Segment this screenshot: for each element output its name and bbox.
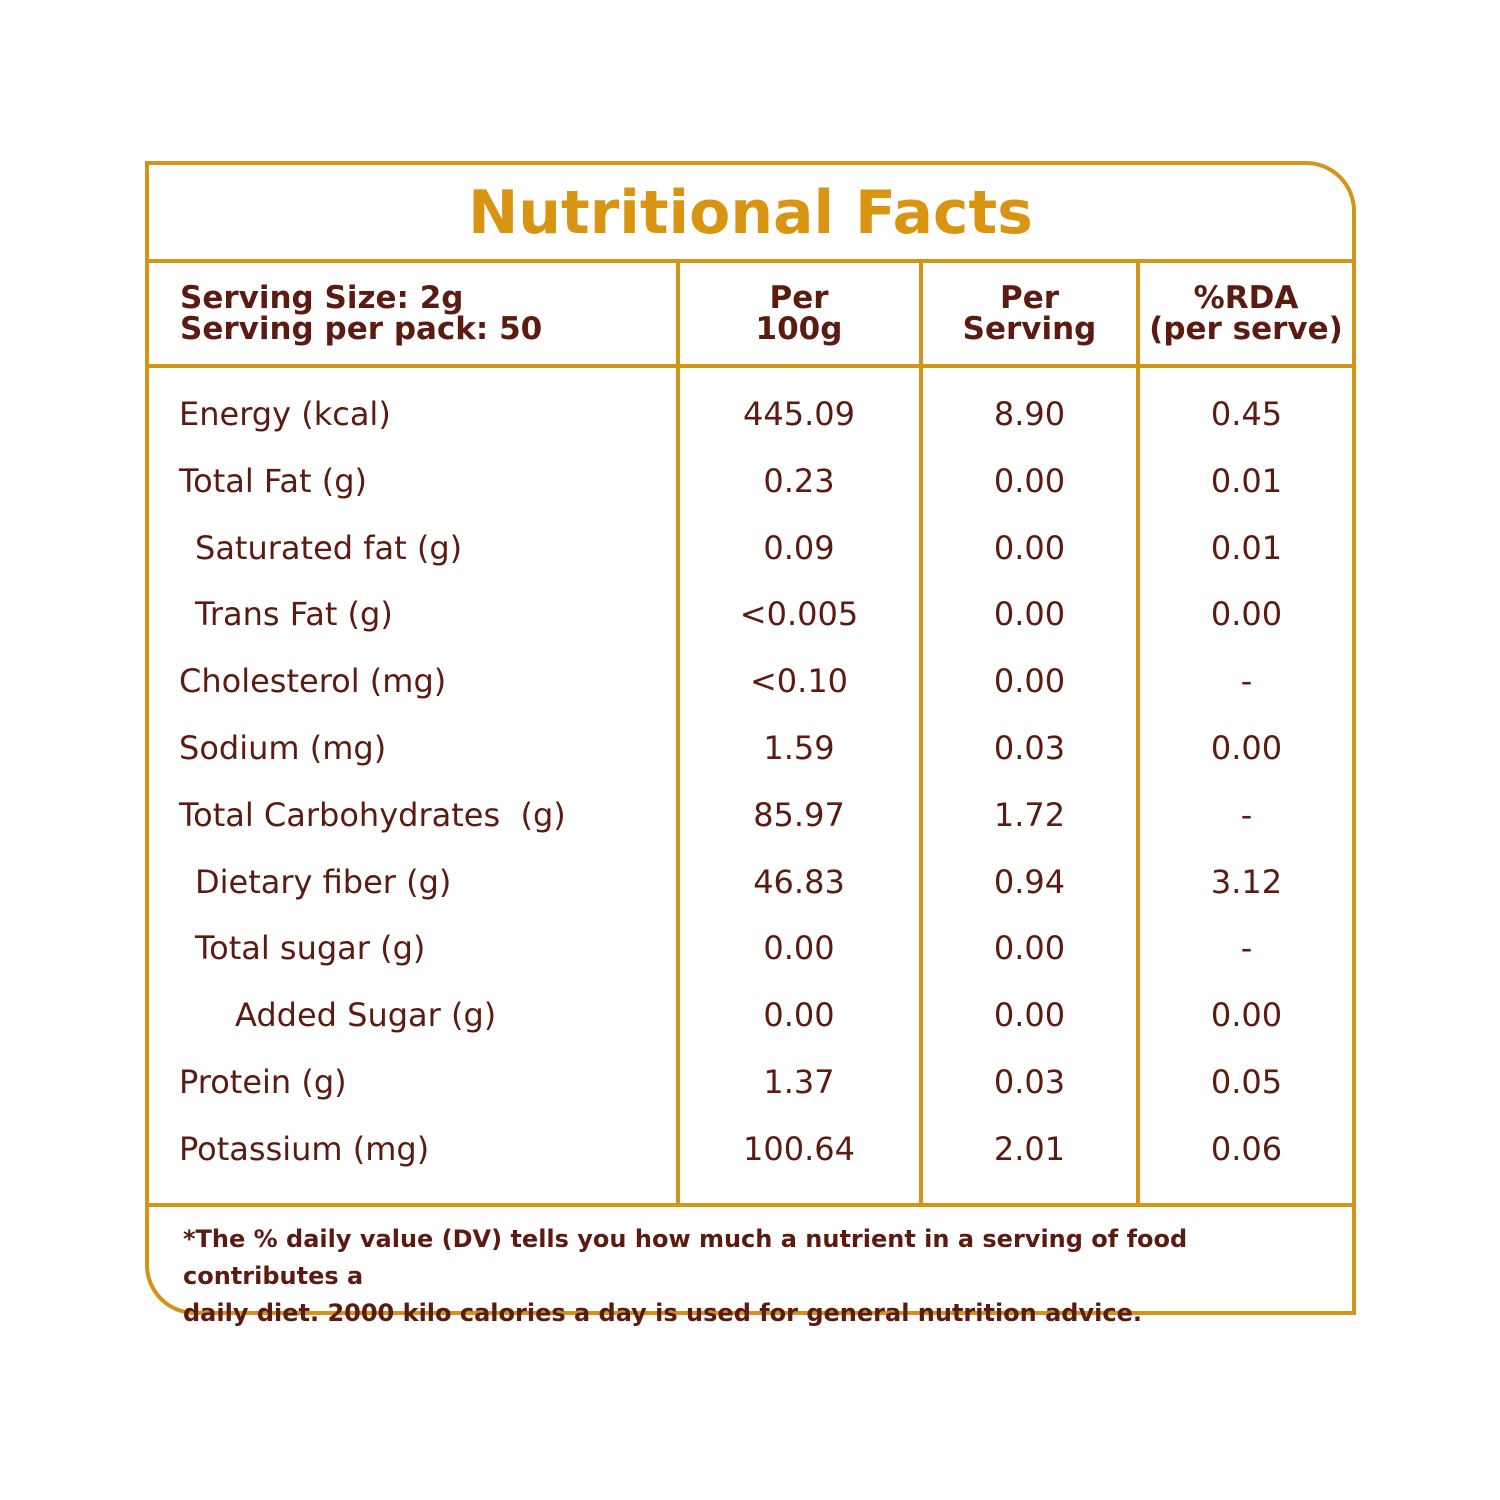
nutrient-label: Trans Fat (g)	[195, 595, 393, 634]
table-row: Saturated fat (g) 0.09 0.00 0.01	[149, 515, 1352, 581]
column-divider-2	[919, 261, 923, 1207]
table-row: Dietary fiber (g) 46.83 0.94 3.12	[149, 849, 1352, 915]
nutrient-label: Potassium (mg)	[179, 1129, 430, 1168]
per-100g-value: 46.83	[753, 862, 845, 901]
title-divider	[149, 259, 1352, 263]
per-100g-value: <0.005	[739, 595, 859, 634]
per-100g-value: 100.64	[743, 1129, 855, 1168]
nutrient-label: Total Fat (g)	[179, 461, 367, 500]
nutrient-label: Total Carbohydrates (g)	[179, 795, 566, 834]
per-100g-value: 0.00	[763, 929, 835, 968]
rda-value: 0.01	[1210, 528, 1283, 567]
footer-divider	[149, 1203, 1352, 1207]
table-row: Total Carbohydrates (g) 85.97 1.72 -	[149, 782, 1352, 848]
per-serving-value: 0.00	[993, 996, 1066, 1035]
panel-title: Nutritional Facts	[468, 178, 1033, 248]
per-serving-value: 0.94	[993, 862, 1066, 901]
footnote-line-2: daily diet. 2000 kilo calories a day is …	[183, 1299, 1142, 1327]
nutrient-label: Added Sugar (g)	[235, 996, 497, 1035]
table-row: Sodium (mg) 1.59 0.03 0.00	[149, 715, 1352, 781]
nutrient-label: Dietary fiber (g)	[195, 862, 452, 901]
column-divider-3	[1136, 261, 1140, 1207]
serving-size-label: Serving Size: 2g	[180, 280, 464, 316]
per-100g-value: 0.23	[763, 461, 835, 500]
table-row: Protein (g) 1.37 0.03 0.05	[149, 1049, 1352, 1115]
table-row: Trans Fat (g) <0.005 0.00 0.00	[149, 581, 1352, 647]
per-serving-value: 0.03	[993, 1063, 1066, 1101]
rda-value: 0.00	[1210, 595, 1283, 634]
per-100g-value: 0.09	[763, 528, 835, 567]
rda-value: 3.12	[1210, 862, 1283, 901]
rda-value: 0.00	[1210, 729, 1283, 767]
table-row: Energy (kcal) 445.09 8.90 0.45	[149, 381, 1352, 447]
rda-value: 0.00	[1210, 996, 1283, 1035]
per-serving-value: 0.00	[993, 662, 1066, 701]
per-serving-value: 1.72	[993, 795, 1066, 834]
nutrient-label: Protein (g)	[179, 1063, 347, 1101]
col-header-rda-line1: %RDA	[1193, 280, 1299, 316]
table-row: Added Sugar (g) 0.00 0.00 0.00	[149, 982, 1352, 1048]
nutrient-label: Total sugar (g)	[195, 929, 426, 968]
col-header-rda-line2: (per serve)	[1149, 311, 1343, 347]
rda-value: 0.45	[1210, 395, 1283, 433]
nutrition-facts-panel: Nutritional Facts Serving Size: 2g Servi…	[145, 161, 1356, 1327]
nutrient-label: Energy (kcal)	[179, 395, 391, 433]
rda-value: 0.01	[1210, 461, 1283, 500]
column-divider-1	[676, 261, 680, 1207]
per-100g-value: 1.59	[763, 729, 835, 767]
per-100g-value: 85.97	[753, 795, 845, 834]
rda-value: -	[1240, 662, 1253, 701]
per-serving-value: 0.00	[993, 528, 1066, 567]
per-serving-value: 8.90	[993, 395, 1066, 433]
footnote-line-1: *The % daily value (DV) tells you how mu…	[183, 1225, 1188, 1290]
rda-value: 0.05	[1210, 1063, 1283, 1101]
servings-per-pack-label: Serving per pack: 50	[180, 311, 543, 347]
per-100g-value: <0.10	[749, 662, 849, 701]
per-serving-value: 2.01	[993, 1129, 1066, 1168]
table-row: Total sugar (g) 0.00 0.00 -	[149, 915, 1352, 981]
table-row: Total Fat (g) 0.23 0.00 0.01	[149, 448, 1352, 514]
per-serving-value: 0.03	[993, 729, 1066, 767]
per-100g-value: 0.00	[763, 996, 835, 1035]
nutrient-label: Saturated fat (g)	[195, 528, 463, 567]
table-row: Cholesterol (mg) <0.10 0.00 -	[149, 648, 1352, 714]
per-serving-value: 0.00	[993, 595, 1066, 634]
col-header-perserving-line1: Per	[999, 280, 1060, 316]
per-serving-value: 0.00	[993, 929, 1066, 968]
col-header-per100g-line1: Per	[769, 280, 829, 316]
nutrient-label: Sodium (mg)	[179, 729, 387, 767]
nutrient-label: Cholesterol (mg)	[179, 662, 447, 701]
rda-value: 0.06	[1210, 1129, 1283, 1168]
per-serving-value: 0.00	[993, 461, 1066, 500]
rda-value: -	[1240, 795, 1253, 834]
header-divider	[149, 364, 1352, 368]
footnote: *The % daily value (DV) tells you how mu…	[183, 1221, 1323, 1332]
per-100g-value: 445.09	[743, 395, 855, 433]
per-100g-value: 1.37	[763, 1063, 835, 1101]
col-header-per100g-line2: 100g	[755, 311, 843, 347]
rda-value: -	[1240, 929, 1253, 968]
col-header-perserving-line2: Serving	[962, 311, 1097, 347]
table-row: Potassium (mg) 100.64 2.01 0.06	[149, 1116, 1352, 1182]
